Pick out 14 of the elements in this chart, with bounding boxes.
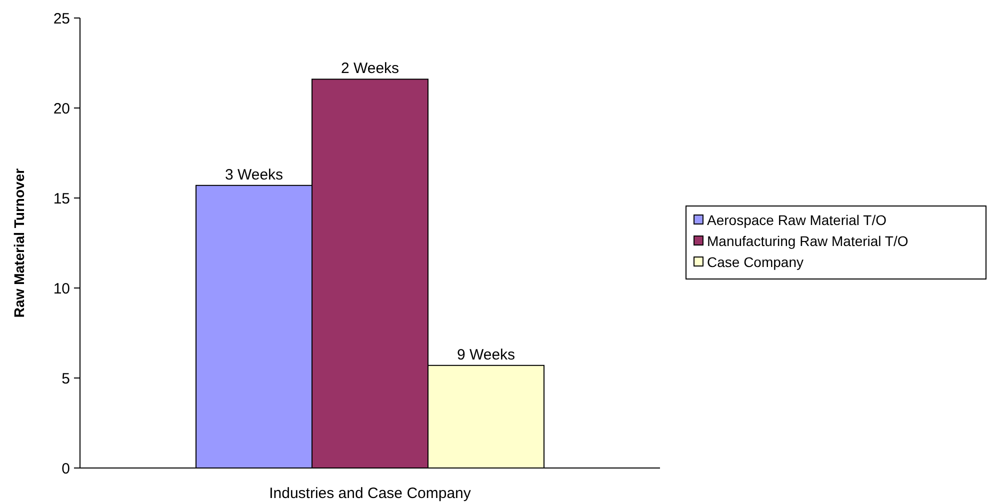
legend-label: Case Company: [707, 254, 804, 270]
y-tick-label: 20: [53, 100, 70, 118]
y-tick-label: 15: [53, 190, 70, 208]
legend-label: Aerospace Raw Material T/O: [707, 212, 887, 228]
y-tick-label: 25: [53, 10, 70, 28]
annotation: 3 Weeks: [224, 166, 284, 184]
y-tick-label: 0: [62, 460, 70, 478]
annotation: 9 Weeks: [456, 346, 516, 364]
y-tick-label: 10: [53, 280, 70, 298]
y-tick-label: 5: [62, 370, 70, 388]
x-axis-title: Industries and Case Company: [269, 485, 472, 502]
legend-label: Manufacturing Raw Material T/O: [707, 232, 908, 249]
annotation: 2 Weeks: [340, 60, 400, 78]
y-axis-title: Raw Material Turnover: [11, 168, 27, 318]
